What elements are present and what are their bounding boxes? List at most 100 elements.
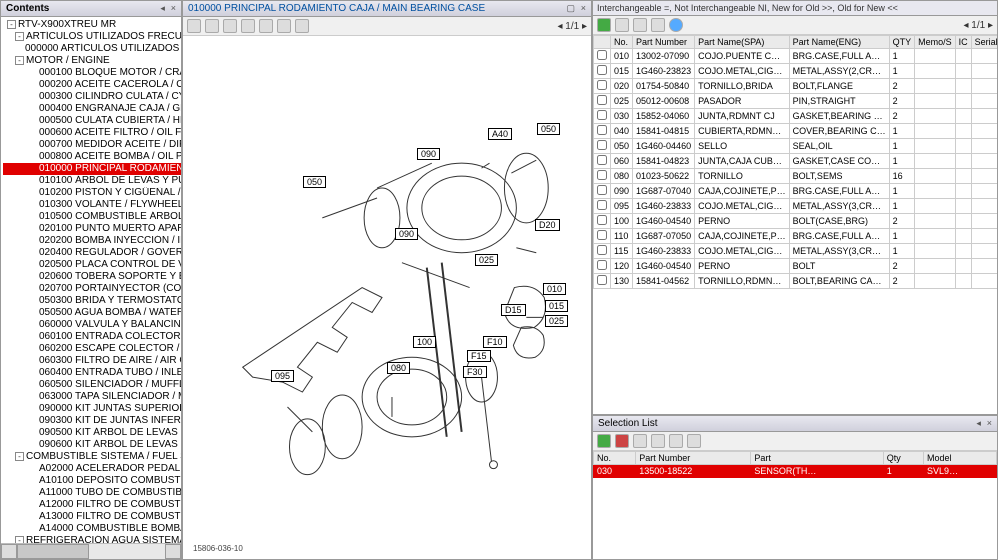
table-row[interactable]: 06015841-04823JUNTA,CAJA CUB…GASKET,CASE… xyxy=(594,154,998,169)
tree-item[interactable]: 060000 VÁLVULA Y BALANCÍN BRAZO / V xyxy=(3,319,181,331)
tree-item[interactable]: -REFRIGERACIÓN AGUA SISTEMA / COOLING W xyxy=(3,535,181,543)
tree-item[interactable]: 010300 VOLANTE / FLYWHEEL xyxy=(3,199,181,211)
info-icon[interactable] xyxy=(669,18,683,32)
parts-col-header[interactable]: IC xyxy=(955,36,971,49)
callout[interactable]: 015 xyxy=(545,300,568,312)
tree-item[interactable]: 060400 ENTRADA TUBO / INLET PIPE xyxy=(3,367,181,379)
row-checkbox[interactable] xyxy=(597,230,607,240)
sel-copy-icon[interactable] xyxy=(633,434,647,448)
figure-close-icon[interactable]: × xyxy=(581,3,586,13)
tree-item[interactable]: 010000 PRINCIPAL RODAMIENTO CAJA xyxy=(3,163,181,175)
tree-item[interactable]: -MOTOR / ENGINE xyxy=(3,55,181,67)
row-checkbox[interactable] xyxy=(597,95,607,105)
callout[interactable]: 080 xyxy=(387,362,410,374)
parts-next-icon[interactable]: ▸ xyxy=(988,20,993,31)
tree-item[interactable]: A13000 FILTRO DE COMBUSTIBLE (CON xyxy=(3,511,181,523)
diagram[interactable]: 15806-036-10 A40050090050D20090025010015… xyxy=(183,36,591,559)
close-icon[interactable]: × xyxy=(171,3,176,13)
callout[interactable]: 090 xyxy=(395,228,418,240)
copy2-icon[interactable] xyxy=(651,18,665,32)
sel-check-icon[interactable] xyxy=(597,434,611,448)
callout[interactable]: 010 xyxy=(543,283,566,295)
tree-item[interactable]: 050500 AGUA BOMBA / WATER PUMP xyxy=(3,307,181,319)
table-row[interactable]: 04015841-04815CUBIERTA,RDMN…COVER,BEARIN… xyxy=(594,124,998,139)
table-row[interactable]: 01013002-07090COJO.PUENTE C…BRG.CASE,FUL… xyxy=(594,49,998,64)
tree-item[interactable]: -ARTÍCULOS UTILIZADOS FRECUENTEMENTE xyxy=(3,31,181,43)
figure-max-icon[interactable]: ▢ xyxy=(566,3,575,13)
tree-item[interactable]: A10100 DEPÓSITO COMBUSTIBLE / FUEL xyxy=(3,475,181,487)
callout[interactable]: F10 xyxy=(483,336,507,348)
table-row[interactable]: 0151G460-23823COJO.METAL,CIG…METAL,ASSY(… xyxy=(594,64,998,79)
sel-col-header[interactable]: Part Number xyxy=(636,452,751,465)
row-checkbox[interactable] xyxy=(597,65,607,75)
sel-col-header[interactable]: Model xyxy=(924,452,997,465)
tree-item[interactable]: 050300 BRIDA Y TERMOSTATO / V xyxy=(3,295,181,307)
parts-col-header[interactable]: Part Number xyxy=(633,36,695,49)
tree-item[interactable]: 000300 CILINDRO CULATA / CYLINDER H xyxy=(3,91,181,103)
sel-export-icon[interactable] xyxy=(669,434,683,448)
row-checkbox[interactable] xyxy=(597,185,607,195)
sel-col-header[interactable]: Part xyxy=(751,452,883,465)
tree-item[interactable]: 000400 ENGRANAJE CAJA / GEAR CASE xyxy=(3,103,181,115)
table-row[interactable]: 0901G687-07040CAJA,COJINETE,P…BRG.CASE,F… xyxy=(594,184,998,199)
tree-item[interactable]: 060200 ESCAPE COLECTOR / EXHAUST xyxy=(3,343,181,355)
parts-col-header[interactable]: QTY xyxy=(889,36,915,49)
sel-pin-icon[interactable]: ◂ xyxy=(976,418,981,428)
parts-col-header[interactable]: Memo/S xyxy=(915,36,956,49)
tree-item[interactable]: 020400 REGULADOR / GOVERNOR xyxy=(3,247,181,259)
callout[interactable]: 100 xyxy=(413,336,436,348)
tree-item[interactable]: A14000 COMBUSTIBLE BOMBA / FUEL PL xyxy=(3,523,181,535)
tree-item[interactable]: 090000 KIT JUNTAS SUPERIOR / UPPER xyxy=(3,403,181,415)
tree-item[interactable]: 000000 ARTÍCULOS UTILIZADOS FREC… xyxy=(3,43,181,55)
row-checkbox[interactable] xyxy=(597,275,607,285)
sel-copy2-icon[interactable] xyxy=(651,434,665,448)
callout[interactable]: 095 xyxy=(271,370,294,382)
print-icon[interactable] xyxy=(187,19,201,33)
tree-item[interactable]: 090500 KIT ÁRBOL DE LEVAS 1 [OPCION xyxy=(3,427,181,439)
tree-item[interactable]: A02000 ACELERADOR PEDAL / ACCELEF xyxy=(3,463,181,475)
tree-item[interactable]: 000200 ACEITE CACEROLA / OIL PAN xyxy=(3,79,181,91)
sel-del-icon[interactable] xyxy=(615,434,629,448)
callout[interactable]: F30 xyxy=(463,366,487,378)
table-row[interactable]: 02505012-00608PASADORPIN,STRAIGHT2 xyxy=(594,94,998,109)
tree-hscroll[interactable] xyxy=(1,543,181,559)
row-checkbox[interactable] xyxy=(597,170,607,180)
remove-icon[interactable] xyxy=(615,18,629,32)
tree-item[interactable]: 020200 BOMBA INYECCIÓN / INJECTION xyxy=(3,235,181,247)
table-row[interactable]: 03015852-04060JUNTA,RDMNT CJGASKET,BEARI… xyxy=(594,109,998,124)
tree-item[interactable]: 010100 ÁRBOL DE LEVAS Y PUNTO MUE xyxy=(3,175,181,187)
callout[interactable]: F15 xyxy=(467,350,491,362)
row-checkbox[interactable] xyxy=(597,215,607,225)
refresh-icon[interactable] xyxy=(295,19,309,33)
parts-col-header[interactable]: Serial No./PIN xyxy=(971,36,997,49)
tree-item[interactable]: 010500 COMBUSTIBLE ÁRBOL DE LEVAS xyxy=(3,211,181,223)
tree-item[interactable]: 060500 SILENCIADOR / MUFFLER xyxy=(3,379,181,391)
tree-item[interactable]: 060300 FILTRO DE AIRE / AIR CLEANER xyxy=(3,355,181,367)
row-checkbox[interactable] xyxy=(597,80,607,90)
tree-item[interactable]: 060100 ENTRADA COLECTOR / INLET M xyxy=(3,331,181,343)
tree-item[interactable]: 063000 TAPA SILENCIADOR / MUFFLER C xyxy=(3,391,181,403)
parts-col-header[interactable]: No. xyxy=(611,36,633,49)
fit-icon[interactable] xyxy=(223,19,237,33)
tree-item[interactable]: 010200 PISTÓN Y CIGÜEÑAL / PISTON / xyxy=(3,187,181,199)
parts-col-header[interactable] xyxy=(594,36,611,49)
tree-item[interactable]: 090600 KIT ÁRBOL DE LEVAS 2 [OPCION xyxy=(3,439,181,451)
tree-item[interactable]: 000600 ACEITE FILTRO / OIL FILTER xyxy=(3,127,181,139)
row-checkbox[interactable] xyxy=(597,50,607,60)
row-checkbox[interactable] xyxy=(597,245,607,255)
table-row[interactable]: 1151G460-23833COJO.METAL,CIG…METAL,ASSY(… xyxy=(594,244,998,259)
callout[interactable]: 025 xyxy=(545,315,568,327)
row-checkbox[interactable] xyxy=(597,200,607,210)
copy-icon[interactable] xyxy=(633,18,647,32)
nav-prev-icon[interactable]: ◂ xyxy=(557,21,562,32)
table-row[interactable]: 13015841-04562TORNILLO,RDMN…BOLT,BEARING… xyxy=(594,274,998,289)
table-row[interactable]: 1201G460-04540PERNOBOLT2 xyxy=(594,259,998,274)
tree-item[interactable]: 020500 PLACA CONTROL DE VELOCIDAD xyxy=(3,259,181,271)
tree-item[interactable]: 000100 BLOQUE MOTOR / CRANKCASE xyxy=(3,67,181,79)
callout[interactable]: 050 xyxy=(537,123,560,135)
callout[interactable]: D20 xyxy=(535,219,560,231)
row-checkbox[interactable] xyxy=(597,140,607,150)
sel-col-header[interactable]: No. xyxy=(594,452,636,465)
tree-item[interactable]: A11000 TUBO DE COMBUSTIBLE / FUEL xyxy=(3,487,181,499)
tree-item[interactable]: 020600 TOBERA SOPORTE Y BLUA DE C xyxy=(3,271,181,283)
